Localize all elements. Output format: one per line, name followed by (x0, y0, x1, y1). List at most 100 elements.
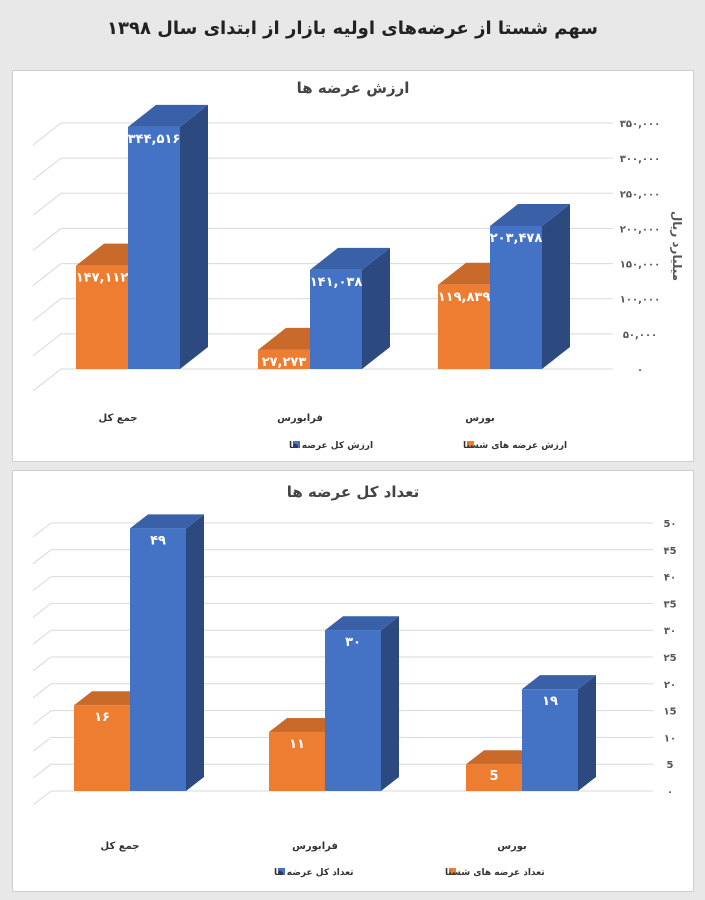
data-label: ۱۶ (94, 710, 110, 725)
chart-panel-value: ارزش عرضه ها ۰ ۵۰,۰۰۰ ۱۰۰,۰۰۰ ۱۵۰,۰۰۰ ۲۰۰,۰۰۰… (12, 70, 694, 462)
data-label: ۲۷,۲۷۳ (262, 355, 307, 370)
bar-front (74, 705, 130, 791)
bar-top (74, 691, 148, 706)
y-tick-label: ۴۰ (664, 573, 676, 584)
data-label: ۱۴۷,۱۱۲ (76, 271, 129, 286)
bar-front (310, 269, 362, 369)
y-tick-label: ۴5 (663, 546, 676, 557)
chart-title: ارزش عرضه ها (297, 79, 410, 97)
y-tick-label: ۳5 (663, 599, 676, 610)
bar-side (578, 675, 596, 791)
bar-front (490, 225, 542, 369)
gridline-depth (32, 576, 52, 591)
bar-total-1 (310, 247, 390, 369)
bar-front (258, 349, 310, 369)
chart-title: تعداد کل عرضه ها (287, 483, 420, 501)
y-tick-label: ۵۰,۰۰۰ (623, 330, 657, 341)
gridline-depth (32, 157, 62, 181)
gridline-depth (32, 122, 62, 146)
legend-swatch (293, 441, 300, 448)
gridline-depth (32, 333, 62, 357)
gridline-depth (32, 228, 62, 251)
bar-side (542, 203, 570, 369)
gridline-depth (32, 549, 52, 565)
bar-top (325, 616, 399, 631)
gridline-depth (32, 763, 52, 779)
legend-swatch (467, 441, 474, 448)
gridline-depth (32, 683, 52, 699)
category-label: جمع کل (101, 841, 140, 852)
y-tick-label: ۱۰۰,۰۰۰ (620, 295, 660, 306)
bar-front (130, 528, 186, 791)
y-tick-label: ۲5 (663, 653, 676, 664)
bar-total-2 (522, 675, 596, 791)
legend-label: ارزش عرضه های شستا (463, 441, 567, 451)
bar-top (269, 718, 343, 733)
data-label: ۴۹ (150, 533, 166, 548)
y-tick-label: ۲۰ (664, 680, 676, 691)
bar-front (438, 284, 490, 369)
y-tick-label: 5۰ (663, 519, 676, 530)
count-chart: تعداد کل عرضه ها ۰ 5 ۱۰ ۱5 ۲۰ ۲5 ۳۰ ۳5 ۴۰ ۴5 5۰ ۱۶ ۴۹… (32, 483, 677, 878)
y-tick-label: 5 (667, 760, 674, 771)
chart-panel-count: تعداد کل عرضه ها ۰ 5 ۱۰ ۱5 ۲۰ ۲5 ۳۰ ۳5 ۴۰ ۴5 5۰ ۱۶ ۴۹… (12, 470, 694, 892)
data-label: ۱۱۹,۸۳۹ (438, 290, 491, 305)
y-tick-label: ۳۰ (664, 626, 676, 637)
bar-front (466, 764, 522, 791)
bar-total-0 (130, 514, 204, 791)
data-label: ۱۹ (542, 694, 558, 709)
bar-side (381, 616, 399, 791)
bar-front (269, 732, 325, 791)
category-label: بورس (497, 841, 527, 852)
value-chart: ارزش عرضه ها ۰ ۵۰,۰۰۰ ۱۰۰,۰۰۰ ۱۵۰,۰۰۰ ۲۰۰,۰۰۰… (32, 79, 684, 451)
gridline-depth (32, 263, 62, 286)
bar-top (130, 514, 204, 529)
y-tick-label: ۰ (667, 787, 673, 798)
data-label: ۱۱ (289, 737, 305, 752)
data-label: ۳۰ (345, 635, 361, 650)
bar-side (186, 514, 204, 791)
y-tick-label: ۲۵۰,۰۰۰ (620, 189, 660, 200)
gridline-depth (32, 298, 62, 322)
legend-label: ارزش کل عرضه ها (289, 441, 373, 451)
bar-top (466, 750, 540, 765)
bar-top (128, 104, 208, 127)
gridline-depth (32, 737, 52, 752)
bar-front (76, 265, 128, 369)
gridline-depth (32, 656, 52, 672)
bar-top (522, 675, 596, 690)
bar-side (362, 247, 390, 369)
category-label: بورس (465, 413, 495, 424)
legend-swatch (278, 868, 285, 875)
y-tick-label: ۱۵۰,۰۰۰ (620, 260, 660, 271)
category-label: فرابورس (277, 413, 323, 424)
category-label: فرابورس (292, 841, 338, 852)
y-tick-label: ۱5 (663, 707, 676, 718)
bar-total-0 (128, 104, 208, 370)
data-label: ۳۴۴,۵۱۶ (128, 132, 181, 147)
bar-front (522, 689, 578, 791)
bar-total-1 (325, 616, 399, 791)
gridline-depth (32, 790, 52, 806)
data-label: 5 (489, 769, 498, 784)
y-axis-label: میلیارد ریال (670, 211, 684, 281)
page-title: سهم شستا از عرضه‌های اولیه بازار از ابتد… (107, 18, 598, 39)
gridline-depth (32, 629, 52, 645)
y-tick-label: ۱۰ (664, 733, 676, 744)
category-label: جمع کل (99, 413, 138, 424)
data-label: ۱۴۱,۰۳۸ (310, 275, 363, 290)
bar-top (310, 247, 390, 270)
legend-label: تعداد کل عرضه ها (274, 868, 354, 878)
bar-top (490, 203, 570, 226)
y-tick-label: ۲۰۰,۰۰۰ (620, 224, 660, 235)
y-tick-label: ۳۵۰,۰۰۰ (620, 119, 660, 130)
gridline-depth (32, 603, 52, 618)
gridline-depth (32, 710, 52, 725)
legend-label: تعداد عرضه های شستا (445, 868, 545, 878)
bar-side (180, 104, 208, 370)
data-label: ۲۰۳,۴۷۸ (490, 231, 543, 246)
bar-total-2 (490, 203, 570, 369)
gridline-depth (32, 522, 52, 538)
bar-front (128, 126, 180, 370)
gridline-depth (32, 368, 62, 392)
